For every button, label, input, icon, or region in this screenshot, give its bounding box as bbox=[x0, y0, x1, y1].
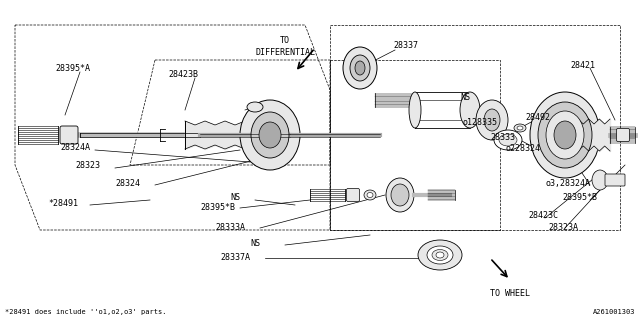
Ellipse shape bbox=[259, 122, 281, 148]
Ellipse shape bbox=[592, 170, 608, 190]
Text: o228324: o228324 bbox=[505, 143, 540, 153]
Ellipse shape bbox=[364, 190, 376, 200]
Ellipse shape bbox=[546, 111, 584, 159]
Text: 28423C: 28423C bbox=[528, 211, 558, 220]
Text: 28323A: 28323A bbox=[548, 223, 578, 233]
Ellipse shape bbox=[594, 171, 606, 179]
Ellipse shape bbox=[367, 193, 373, 197]
Ellipse shape bbox=[240, 100, 300, 170]
FancyBboxPatch shape bbox=[616, 129, 630, 141]
Text: 28324A: 28324A bbox=[60, 142, 90, 151]
Text: *28491: *28491 bbox=[48, 198, 78, 207]
Ellipse shape bbox=[460, 92, 480, 128]
Ellipse shape bbox=[355, 61, 365, 75]
Text: 28324: 28324 bbox=[115, 179, 140, 188]
Text: 28421: 28421 bbox=[570, 60, 595, 69]
Ellipse shape bbox=[538, 102, 592, 168]
Text: 28337A: 28337A bbox=[220, 253, 250, 262]
Text: A261001303: A261001303 bbox=[593, 309, 635, 315]
Text: *28491 does include ''o1,o2,o3' parts.: *28491 does include ''o1,o2,o3' parts. bbox=[5, 309, 166, 315]
Text: 28395*B: 28395*B bbox=[200, 204, 235, 212]
Ellipse shape bbox=[251, 112, 289, 158]
FancyBboxPatch shape bbox=[60, 126, 78, 144]
Ellipse shape bbox=[484, 109, 500, 131]
Text: TO WHEEL: TO WHEEL bbox=[490, 289, 530, 298]
Text: TO: TO bbox=[280, 36, 290, 44]
Ellipse shape bbox=[514, 124, 526, 132]
Text: 28492: 28492 bbox=[525, 113, 550, 122]
Ellipse shape bbox=[494, 130, 522, 150]
Text: 28333A: 28333A bbox=[215, 223, 245, 233]
FancyBboxPatch shape bbox=[605, 174, 625, 186]
Text: NS: NS bbox=[230, 194, 240, 203]
Text: 28323: 28323 bbox=[75, 161, 100, 170]
Ellipse shape bbox=[530, 92, 600, 178]
Text: NS: NS bbox=[460, 92, 470, 101]
FancyBboxPatch shape bbox=[346, 188, 360, 202]
Ellipse shape bbox=[554, 121, 576, 149]
Text: 28423B: 28423B bbox=[168, 69, 198, 78]
Text: 28333: 28333 bbox=[490, 132, 515, 141]
Text: 28395*B: 28395*B bbox=[562, 194, 597, 203]
Text: 28337: 28337 bbox=[393, 41, 418, 50]
Ellipse shape bbox=[499, 134, 517, 146]
Ellipse shape bbox=[343, 47, 377, 89]
Ellipse shape bbox=[517, 126, 523, 130]
Ellipse shape bbox=[386, 178, 414, 212]
Text: DIFFERENTIAL: DIFFERENTIAL bbox=[255, 47, 315, 57]
Text: o3,28324A: o3,28324A bbox=[546, 179, 591, 188]
Ellipse shape bbox=[418, 240, 462, 270]
Ellipse shape bbox=[247, 102, 263, 112]
Text: 28395*A: 28395*A bbox=[55, 63, 90, 73]
Ellipse shape bbox=[476, 100, 508, 140]
Text: o128335: o128335 bbox=[462, 117, 497, 126]
Ellipse shape bbox=[436, 252, 444, 258]
Ellipse shape bbox=[391, 184, 409, 206]
Ellipse shape bbox=[350, 55, 370, 81]
Ellipse shape bbox=[409, 92, 421, 128]
Text: NS: NS bbox=[250, 238, 260, 247]
Ellipse shape bbox=[427, 246, 453, 264]
Ellipse shape bbox=[432, 250, 448, 260]
